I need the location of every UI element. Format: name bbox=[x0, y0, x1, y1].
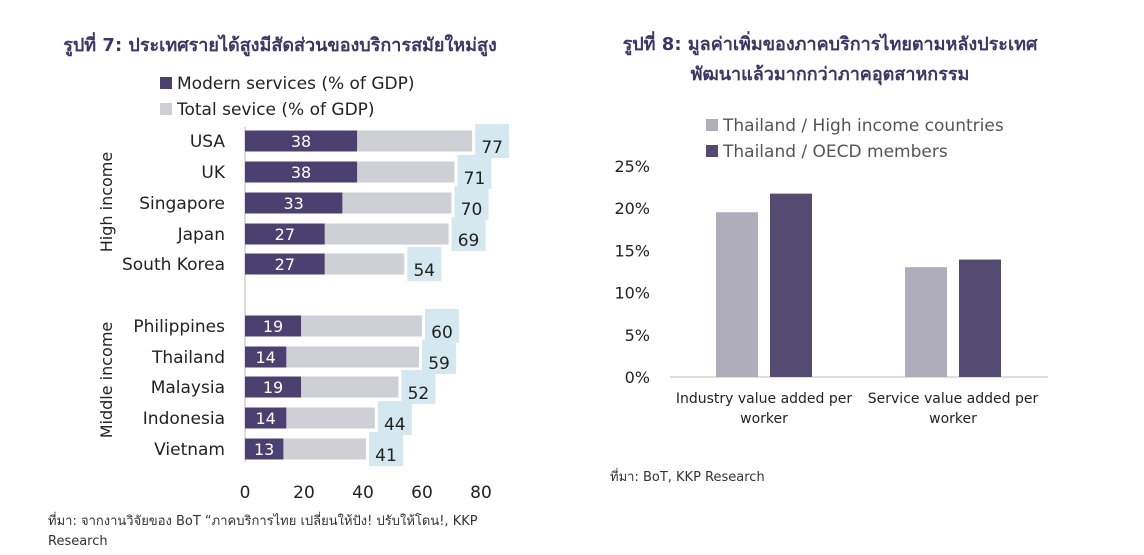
total-value-label-5: 54 bbox=[413, 261, 435, 281]
modern-value-label-5: 27 bbox=[275, 255, 295, 274]
modern-value-label-10: 13 bbox=[254, 440, 274, 459]
modern-value-label-3: 33 bbox=[283, 194, 303, 213]
y-tick-label-6: 25% bbox=[614, 157, 650, 176]
modern-value-label-1: 38 bbox=[291, 132, 311, 151]
category-label-6: Philippines bbox=[133, 317, 225, 337]
modern-bar-1 bbox=[245, 130, 358, 152]
right-chart-title-line2: พัฒนาแล้วมากกว่าภาคอุตสาหกรรม bbox=[690, 64, 970, 85]
bar-2-1 bbox=[905, 267, 947, 377]
category-label-4: Japan bbox=[177, 225, 225, 245]
total-value-label-9: 44 bbox=[384, 415, 406, 435]
category-label-7: Thailand bbox=[151, 348, 225, 368]
legend-label-1: Modern services (% of GDP) bbox=[177, 74, 414, 94]
right-chart-title-line1: รูปที่ 8: มูลค่าเพิ่มของภาคบริการไทยตามห… bbox=[622, 34, 1038, 55]
category2-label-1: Industry value added per worker bbox=[676, 391, 853, 427]
total-value-box-1 bbox=[475, 124, 510, 158]
category-label-3: Singapore bbox=[139, 194, 225, 214]
total-value-box-8 bbox=[401, 370, 436, 404]
bar-2-2 bbox=[959, 259, 1001, 377]
total-value-box-9 bbox=[377, 401, 412, 435]
modern-value-label-6: 19 bbox=[263, 317, 283, 336]
modern-bar-9 bbox=[245, 407, 287, 429]
category-label-2: UK bbox=[201, 163, 225, 183]
bar-1-1 bbox=[716, 212, 758, 377]
category2-label-2: Service value added per worker bbox=[868, 391, 1039, 427]
modern-bar-8 bbox=[245, 376, 302, 398]
total-value-label-7: 59 bbox=[428, 354, 450, 374]
modern-bar-2 bbox=[245, 161, 358, 183]
total-value-box-2 bbox=[457, 155, 492, 189]
modern-value-label-4: 27 bbox=[275, 225, 295, 244]
modern-bar-7 bbox=[245, 346, 287, 368]
total-value-label-1: 77 bbox=[481, 138, 503, 158]
modern-services-bar-chart: Modern services (% of GDP) Total sevice (… bbox=[97, 74, 510, 503]
category-label-5: South Korea bbox=[122, 255, 225, 275]
modern-value-label-8: 19 bbox=[263, 378, 283, 397]
x-tick-label-1: 0 bbox=[240, 483, 251, 503]
total-value-box-3 bbox=[454, 186, 489, 220]
total-bar-7 bbox=[245, 346, 420, 368]
value-added-bar-chart: Thailand / High income countries Thailand… bbox=[614, 116, 1048, 427]
category-label-9: Indonesia bbox=[143, 409, 225, 429]
legend2-label-2: Thailand / OECD members bbox=[722, 142, 948, 162]
category-label-8: Malaysia bbox=[151, 378, 225, 398]
left-chart-title: รูปที่ 7: ประเทศรายได้สูงมีสัดส่วนของบริ… bbox=[63, 35, 497, 56]
total-value-label-8: 52 bbox=[408, 384, 430, 404]
x-tick-label-3: 40 bbox=[352, 483, 374, 503]
y-tick-label-1: 0% bbox=[625, 368, 650, 387]
legend2-swatch-1 bbox=[706, 119, 718, 131]
modern-bar-6 bbox=[245, 315, 302, 337]
modern-bar-3 bbox=[245, 192, 343, 214]
y-tick-label-2: 5% bbox=[625, 326, 650, 345]
modern-value-label-9: 14 bbox=[255, 409, 275, 428]
x-tick-label-5: 80 bbox=[470, 483, 492, 503]
group-label-2: Middle income bbox=[97, 322, 116, 439]
right-chart-title: รูปที่ 8: มูลค่าเพิ่มของภาคบริการไทยตามห… bbox=[590, 30, 1070, 90]
y-tick-label-4: 15% bbox=[614, 241, 650, 260]
modern-bar-10 bbox=[245, 438, 284, 460]
total-value-label-2: 71 bbox=[464, 169, 486, 189]
bar-1-2 bbox=[770, 193, 812, 377]
total-value-label-3: 70 bbox=[461, 200, 483, 220]
total-value-label-4: 69 bbox=[458, 231, 480, 251]
group-label-1: High income bbox=[97, 152, 116, 252]
legend2-swatch-2 bbox=[706, 145, 718, 157]
modern-value-label-7: 14 bbox=[255, 348, 275, 367]
left-chart-source: ที่มา: จากงานวิจัยของ BoT “ภาคบริการไทย … bbox=[48, 514, 478, 549]
total-value-box-4 bbox=[451, 217, 486, 251]
legend-swatch-2 bbox=[160, 103, 172, 115]
category-label-10: Vietnam bbox=[154, 440, 225, 460]
total-value-box-10 bbox=[368, 432, 403, 466]
total-value-label-6: 60 bbox=[431, 323, 453, 343]
category-label-1: USA bbox=[190, 132, 226, 152]
modern-value-label-2: 38 bbox=[291, 163, 311, 182]
y-tick-label-3: 10% bbox=[614, 284, 650, 303]
legend-swatch-1 bbox=[160, 77, 172, 89]
modern-bar-5 bbox=[245, 253, 325, 275]
y-tick-label-5: 20% bbox=[614, 199, 650, 218]
total-value-box-5 bbox=[407, 247, 442, 281]
x-tick-label-4: 60 bbox=[411, 483, 433, 503]
legend2-label-1: Thailand / High income countries bbox=[722, 116, 1004, 136]
legend-label-2: Total sevice (% of GDP) bbox=[176, 100, 375, 120]
x-tick-label-2: 20 bbox=[293, 483, 315, 503]
total-value-label-10: 41 bbox=[375, 446, 397, 466]
total-value-box-6 bbox=[425, 309, 459, 343]
total-value-box-7 bbox=[422, 340, 457, 374]
modern-bar-4 bbox=[245, 223, 325, 245]
right-chart-source: ที่มา: BoT, KKP Research bbox=[610, 470, 765, 485]
